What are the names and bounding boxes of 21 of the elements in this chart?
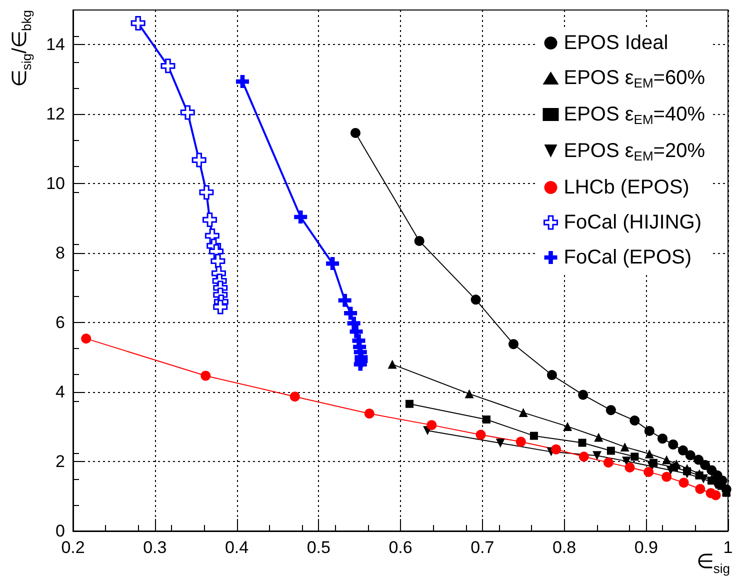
y-tick-label: 10	[46, 174, 65, 194]
legend-label: EPOS Ideal	[564, 32, 668, 54]
y-tick-label: 0	[56, 522, 65, 540]
x-tick-label: 0.6	[388, 538, 412, 557]
legend-label: FoCal (HIJING)	[564, 212, 702, 234]
y-tick-label: 6	[56, 313, 65, 332]
legend-label: LHCb (EPOS)	[564, 176, 690, 198]
y-tick-label: 8	[56, 244, 65, 263]
x-tick-label: 0.2	[61, 538, 85, 557]
x-tick-label: 0.8	[552, 538, 576, 557]
y-tick-label: 2	[56, 452, 65, 472]
y-tick-label: 4	[56, 382, 65, 402]
legend-label: FoCal (EPOS)	[564, 246, 692, 268]
x-tick-label: 1	[723, 538, 733, 557]
x-tick-label: 0.9	[634, 538, 658, 557]
x-tick-label: 0.5	[306, 538, 330, 557]
x-tick-label: 0.7	[470, 538, 494, 557]
y-tick-label: 14	[46, 35, 65, 54]
x-tick-label: 0.3	[143, 538, 167, 557]
x-tick-label: 0.4	[224, 538, 249, 557]
y-tick-label: 12	[46, 104, 65, 124]
